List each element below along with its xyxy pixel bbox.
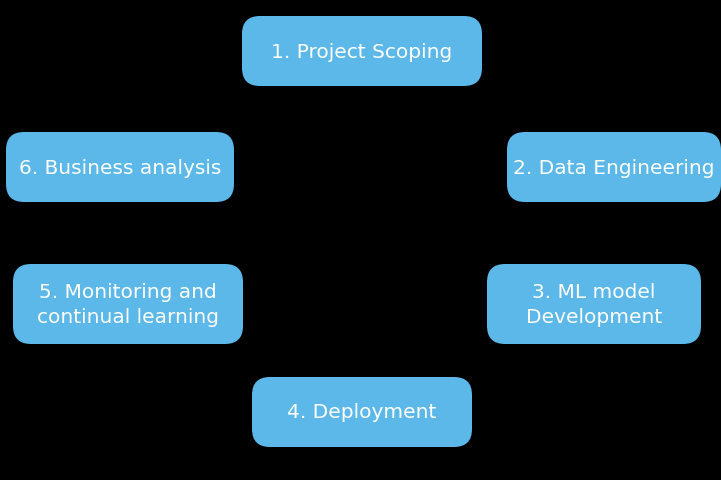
FancyBboxPatch shape — [242, 17, 482, 87]
Text: 2. Data Engineering: 2. Data Engineering — [513, 158, 715, 177]
FancyBboxPatch shape — [6, 133, 234, 203]
FancyBboxPatch shape — [487, 264, 701, 344]
Text: 5. Monitoring and
continual learning: 5. Monitoring and continual learning — [37, 282, 219, 326]
Text: 4. Deployment: 4. Deployment — [287, 403, 437, 421]
FancyBboxPatch shape — [507, 133, 721, 203]
Text: 1. Project Scoping: 1. Project Scoping — [271, 42, 453, 61]
FancyBboxPatch shape — [13, 264, 243, 344]
Text: 3. ML model
Development: 3. ML model Development — [526, 282, 662, 326]
Text: 6. Business analysis: 6. Business analysis — [19, 158, 221, 177]
FancyBboxPatch shape — [252, 377, 472, 447]
